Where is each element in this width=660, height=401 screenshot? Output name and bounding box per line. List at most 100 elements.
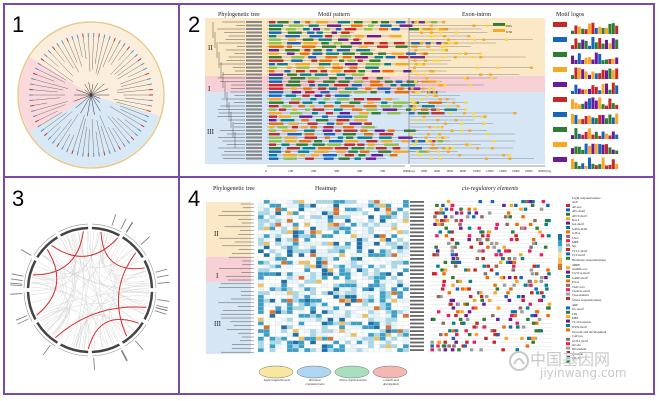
p2-motif-box — [329, 87, 338, 90]
p2-gene-id — [246, 108, 262, 111]
p2-logo-letter — [577, 67, 581, 79]
p4-cis-element — [492, 329, 497, 333]
p4-heatmap-cell — [286, 344, 293, 349]
p4-heatmap-cell — [385, 260, 392, 265]
p4-cis-element — [496, 306, 501, 310]
p4-cis-element — [502, 283, 507, 287]
p4-heatmap-cell — [362, 249, 369, 254]
p2-exon-box — [436, 136, 440, 139]
p2-motif-box — [299, 154, 306, 157]
p4-heatmap-cell — [281, 329, 288, 334]
p4-cis-element — [480, 215, 484, 219]
p2-motif-box — [378, 150, 392, 153]
p4-heatmap-cell — [275, 336, 282, 341]
p2-motif-box — [329, 77, 337, 80]
p4-heatmap-cell — [397, 283, 404, 288]
p2-gene-id — [246, 157, 262, 160]
p4-heatmap-cell — [391, 260, 398, 265]
p4-heatmap-cell — [356, 332, 363, 337]
p4-heatmap-cell — [269, 264, 276, 269]
p4-heatmap-cell — [298, 237, 305, 242]
p4-heatmap-cell — [275, 340, 282, 345]
p4-heatmap-cell — [368, 260, 375, 265]
p4-cis-element — [531, 238, 536, 242]
p4-heatmap-cell — [344, 298, 351, 303]
p4-heatmap-cell — [310, 344, 317, 349]
p4-heatmap-cell — [292, 329, 299, 334]
p2-motif-box — [269, 80, 283, 83]
p4-cis-element — [478, 241, 483, 245]
p2-logo-letter — [584, 40, 588, 49]
p2-motif-box — [325, 56, 338, 59]
p4-heatmap-cell — [356, 287, 363, 292]
p4-heatmap-cell — [385, 298, 392, 303]
p4-cis-element — [449, 207, 454, 211]
p4-heatmap-cell — [292, 275, 299, 280]
p4-heatmap-cell — [257, 264, 264, 269]
p2-gene-id — [246, 143, 262, 146]
p4-cis-element — [471, 215, 476, 219]
p4-heatmap-cell — [304, 340, 311, 345]
p2-motif-box — [365, 87, 372, 90]
p2-motif-box — [353, 91, 368, 94]
p4-cis-element — [440, 287, 445, 291]
p2-motif-box — [269, 122, 284, 125]
p2-exon-box — [460, 122, 464, 125]
p4-cis-element — [513, 314, 517, 318]
p4-heatmap-cell — [379, 245, 386, 250]
p4-heatmap-cell — [275, 222, 282, 227]
p4-heatmap-cell — [350, 344, 357, 349]
p4-heatmap-cell — [344, 264, 351, 269]
p4-legend-swatch — [566, 328, 570, 332]
p2-exon-box — [416, 73, 420, 76]
p4-legend-item: GC-motif — [572, 307, 584, 312]
tree-inner-branch — [90, 94, 95, 115]
p4-heatmap-cell — [321, 302, 328, 307]
p4-heatmap-cell — [310, 298, 317, 303]
p3-gene-label — [17, 318, 29, 325]
p2-exon-box — [454, 119, 458, 122]
tree-branch — [120, 79, 147, 87]
p4-gene-id — [410, 212, 424, 215]
p4-heatmap-cell — [298, 268, 305, 273]
p4-cis-element — [482, 264, 486, 268]
p2-exon-box — [429, 35, 433, 38]
p4-heatmap-cell — [327, 211, 334, 216]
p4-heatmap-cell — [362, 256, 369, 261]
p4-heatmap-cell — [333, 226, 340, 231]
p4-cis-element — [482, 317, 486, 321]
p2-logo-letter — [611, 159, 615, 169]
p2-gene-id — [246, 122, 262, 125]
p2-motif-box — [338, 80, 350, 83]
p4-heatmap-cell — [379, 321, 386, 326]
tree-branch — [47, 111, 73, 134]
p2-motif-box — [366, 98, 381, 101]
p4-legend-title: Light responsiveness — [572, 196, 601, 200]
tree-leaf-label — [71, 150, 74, 155]
p2-motif-box — [343, 70, 356, 73]
p4-heatmap-cell — [397, 272, 404, 277]
p4-heatmap-cell — [397, 264, 404, 269]
p4-heatmap-cell — [315, 249, 322, 254]
p4-heatmap-cell — [373, 256, 380, 261]
tree-leaf-label — [143, 67, 148, 71]
p4-heatmap-cell — [391, 332, 398, 337]
p4-heatmap-cell — [321, 291, 328, 296]
p4-heatmap-cell — [402, 348, 409, 353]
tree-leaf-label — [98, 152, 100, 157]
p4-cis-element — [534, 279, 538, 283]
p4-heatmap-cell — [344, 230, 351, 235]
p2-logo-letter — [598, 26, 602, 34]
p3-synteny-link — [81, 319, 87, 349]
p4-heatmap-cell — [286, 302, 293, 307]
p2-logo-letter — [571, 90, 574, 94]
p2-exon-tick: 12000 — [486, 169, 494, 173]
p4-heatmap-cell — [402, 249, 409, 254]
p4-heatmap-cell — [350, 215, 357, 220]
p4-heatmap-cell — [402, 344, 409, 349]
tree-leaf-label — [98, 33, 100, 38]
p2-motif-box — [367, 143, 375, 146]
p2-exon-box — [428, 80, 432, 83]
p4-heatmap-cell — [310, 321, 317, 326]
tree-branch — [120, 105, 146, 116]
